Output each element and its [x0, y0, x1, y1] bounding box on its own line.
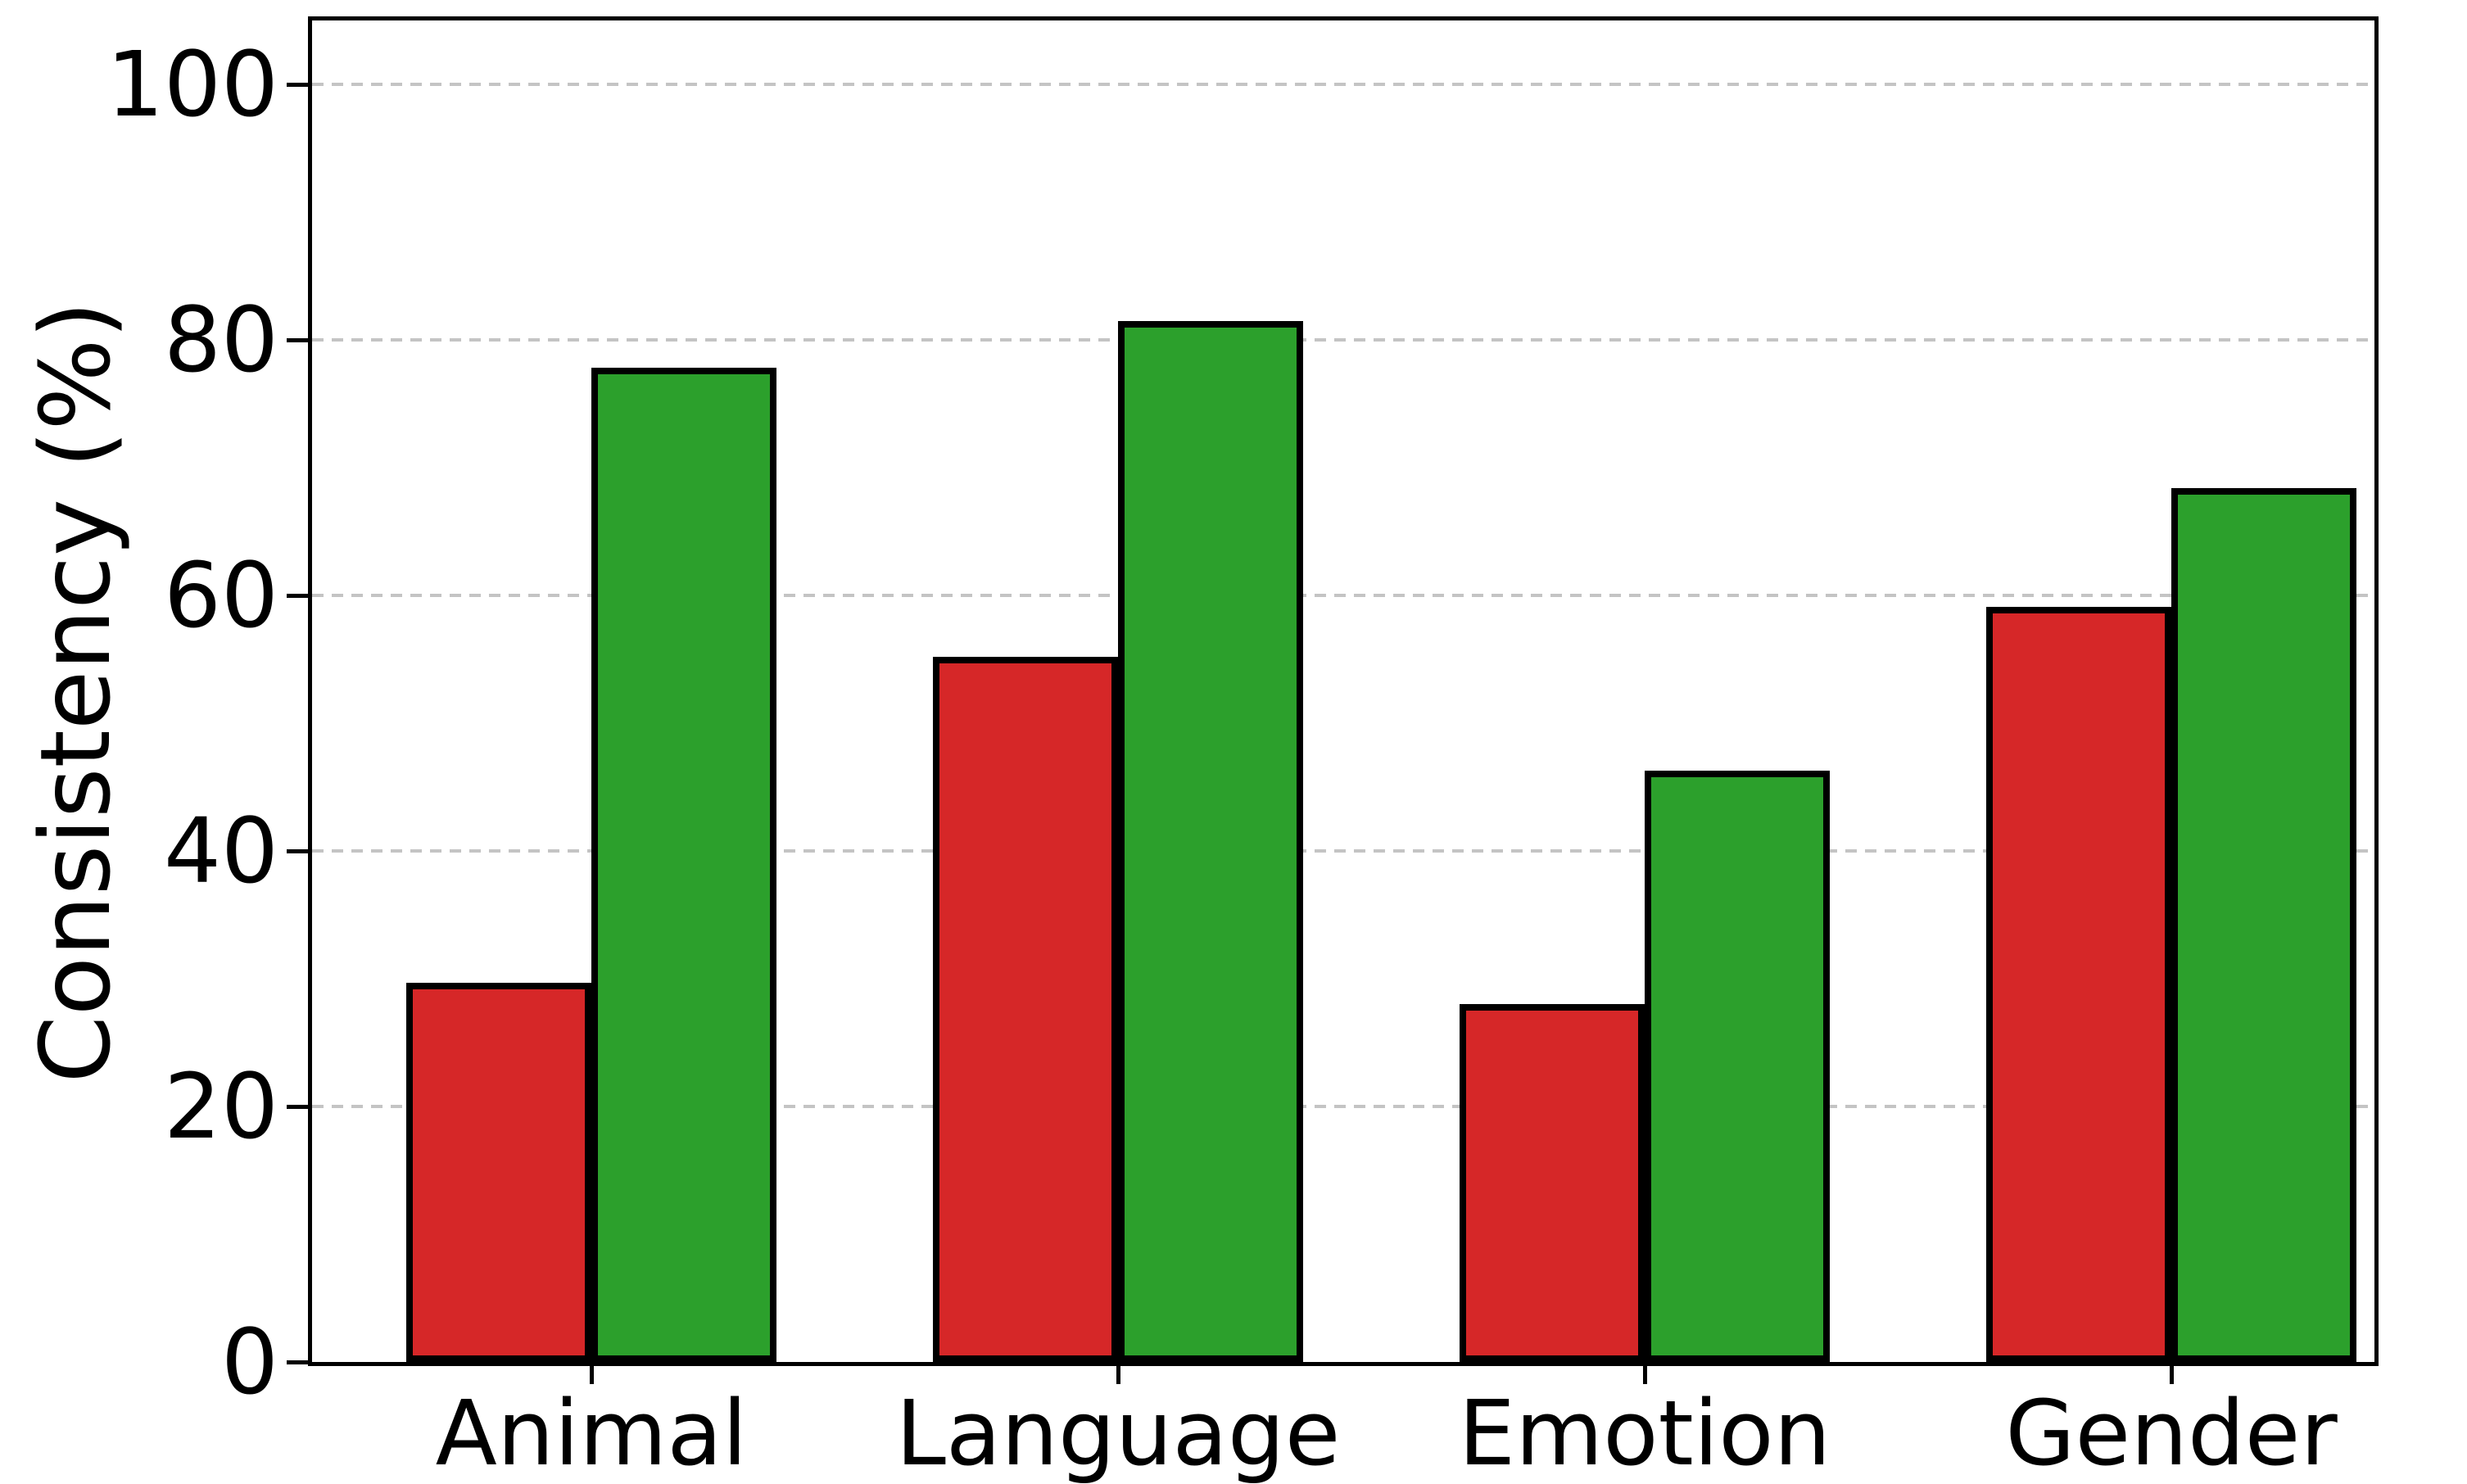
bar-animal-red	[406, 982, 591, 1362]
y-tick-mark-40	[287, 849, 308, 853]
y-tick-mark-100	[287, 83, 308, 87]
y-tick-label-20: 20	[164, 1054, 278, 1159]
y-tick-label-60: 60	[164, 543, 278, 648]
y-tick-mark-80	[287, 338, 308, 342]
bar-gender-red	[1986, 607, 2171, 1362]
bar-language-red	[933, 656, 1118, 1362]
x-tick-label-animal: Animal	[435, 1381, 748, 1484]
x-tick-mark-language	[1116, 1366, 1120, 1384]
bar-emotion-green	[1645, 770, 1830, 1362]
plot-area	[308, 16, 2379, 1366]
x-tick-mark-emotion	[1643, 1366, 1647, 1384]
gridline-60	[312, 594, 2374, 598]
x-tick-label-language: Language	[895, 1381, 1341, 1484]
y-tick-label-0: 0	[221, 1310, 278, 1414]
x-tick-label-emotion: Emotion	[1458, 1381, 1831, 1484]
x-tick-mark-animal	[590, 1366, 594, 1384]
bar-animal-green	[591, 368, 776, 1362]
gridline-80	[312, 338, 2374, 342]
bar-gender-green	[2171, 487, 2356, 1362]
x-tick-label-gender: Gender	[2005, 1381, 2338, 1484]
gridline-20	[312, 1105, 2374, 1108]
bar-emotion-red	[1460, 1004, 1645, 1362]
y-tick-mark-0	[287, 1360, 308, 1364]
x-tick-mark-gender	[2170, 1366, 2174, 1384]
y-tick-label-80: 80	[164, 287, 278, 392]
bar-language-green	[1118, 320, 1303, 1362]
y-tick-label-40: 40	[164, 799, 278, 903]
y-tick-mark-20	[287, 1105, 308, 1109]
gridline-40	[312, 849, 2374, 853]
y-tick-label-100: 100	[106, 32, 278, 137]
gridline-100	[312, 83, 2374, 86]
y-tick-mark-60	[287, 594, 308, 598]
